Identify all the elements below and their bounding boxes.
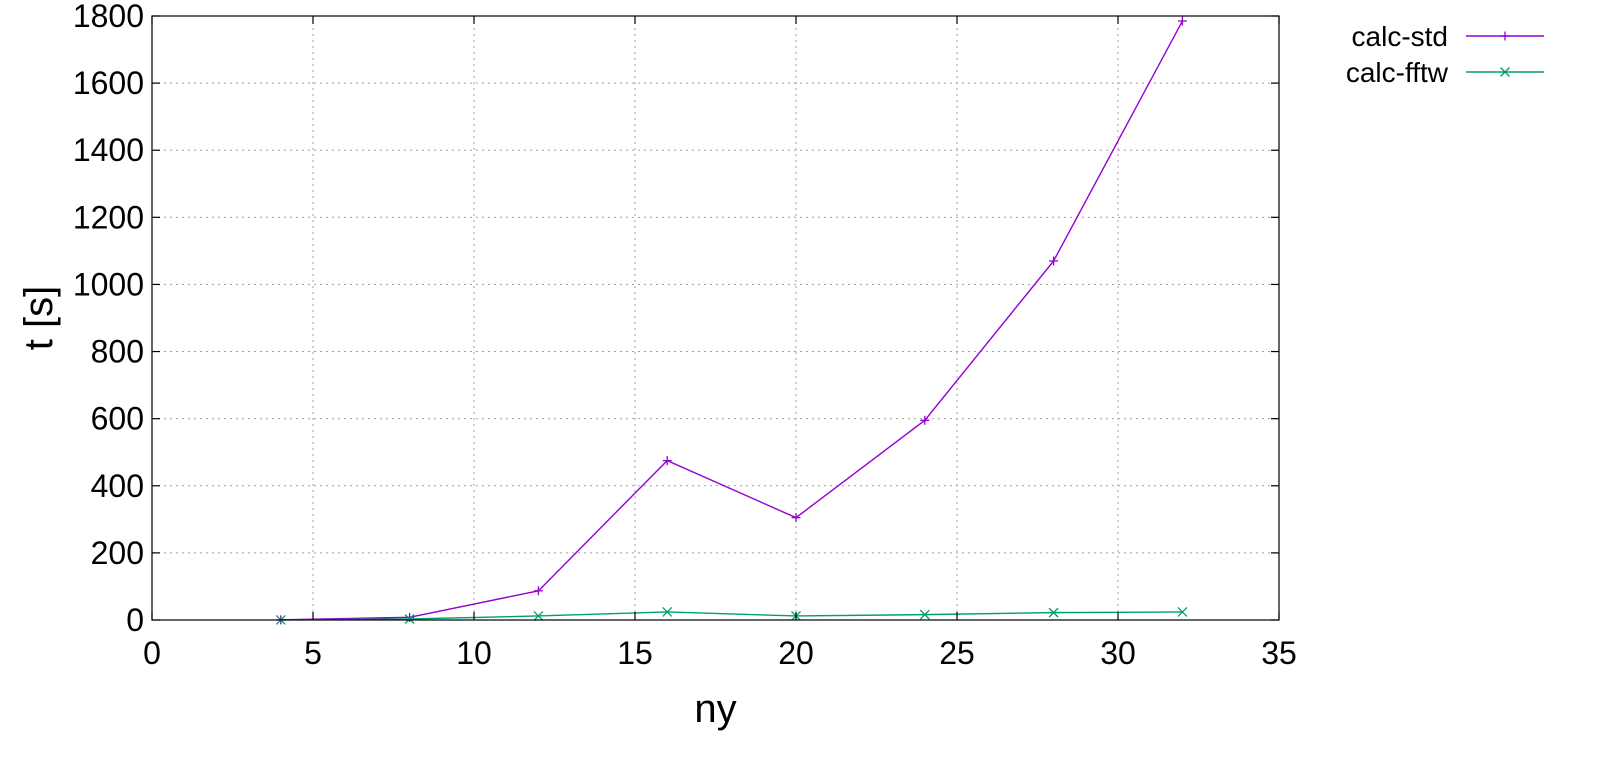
y-tick-label: 1800 — [73, 0, 144, 34]
grid — [152, 16, 1279, 620]
data-point-calc-fftw — [919, 609, 930, 620]
y-tick-label: 600 — [91, 401, 144, 437]
x-tick-label: 35 — [1261, 635, 1297, 671]
series-line-calc-std — [280, 20, 1184, 621]
y-tick-label: 200 — [91, 535, 144, 571]
data-point-calc-std — [1177, 16, 1187, 26]
legend-item-calc-std: calc-std — [1352, 21, 1544, 52]
plot-frame — [151, 15, 1280, 621]
data-point-calc-fftw — [404, 614, 415, 624]
y-tick-label: 800 — [91, 334, 144, 370]
x-tick-label: 25 — [939, 635, 975, 671]
legend: calc-std calc-fftw — [1346, 21, 1544, 88]
data-point-calc-std — [791, 513, 801, 523]
tick-labels: 0 5 10 15 20 25 30 35 0 200 400 600 800 1000 1200 1400 1… — [73, 0, 1297, 671]
data-point-calc-std — [533, 586, 543, 596]
legend-label: calc-std — [1352, 21, 1448, 52]
data-point-calc-std — [1049, 256, 1059, 266]
series-layer — [275, 16, 1188, 625]
y-tick-label: 1200 — [73, 199, 144, 235]
legend-marker — [1500, 67, 1510, 77]
legend-item-calc-fftw: calc-fftw — [1346, 57, 1544, 88]
y-tick-label: 1000 — [73, 266, 144, 302]
x-tick-label: 20 — [778, 635, 814, 671]
y-axis-title: t [s] — [17, 286, 61, 350]
y-tick-label: 1600 — [73, 65, 144, 101]
x-tick-label: 0 — [143, 635, 161, 671]
x-tick-label: 15 — [617, 635, 653, 671]
axis-ticks — [151, 15, 1280, 621]
legend-label: calc-fftw — [1346, 57, 1449, 88]
data-point-calc-fftw — [1048, 607, 1059, 618]
x-tick-label: 10 — [456, 635, 492, 671]
x-tick-label: 30 — [1100, 635, 1136, 671]
y-tick-label: 0 — [126, 602, 144, 638]
x-axis-title: ny — [694, 687, 736, 731]
legend-marker — [1500, 31, 1510, 41]
x-tick-label: 5 — [304, 635, 322, 671]
y-tick-label: 400 — [91, 468, 144, 504]
data-point-calc-std — [662, 456, 672, 466]
data-point-calc-fftw — [533, 611, 544, 621]
y-tick-label: 1400 — [73, 132, 144, 168]
data-point-calc-std — [920, 415, 930, 425]
data-point-calc-fftw — [662, 606, 673, 617]
series-line-calc-fftw — [280, 611, 1183, 621]
data-point-calc-fftw — [1177, 606, 1188, 617]
